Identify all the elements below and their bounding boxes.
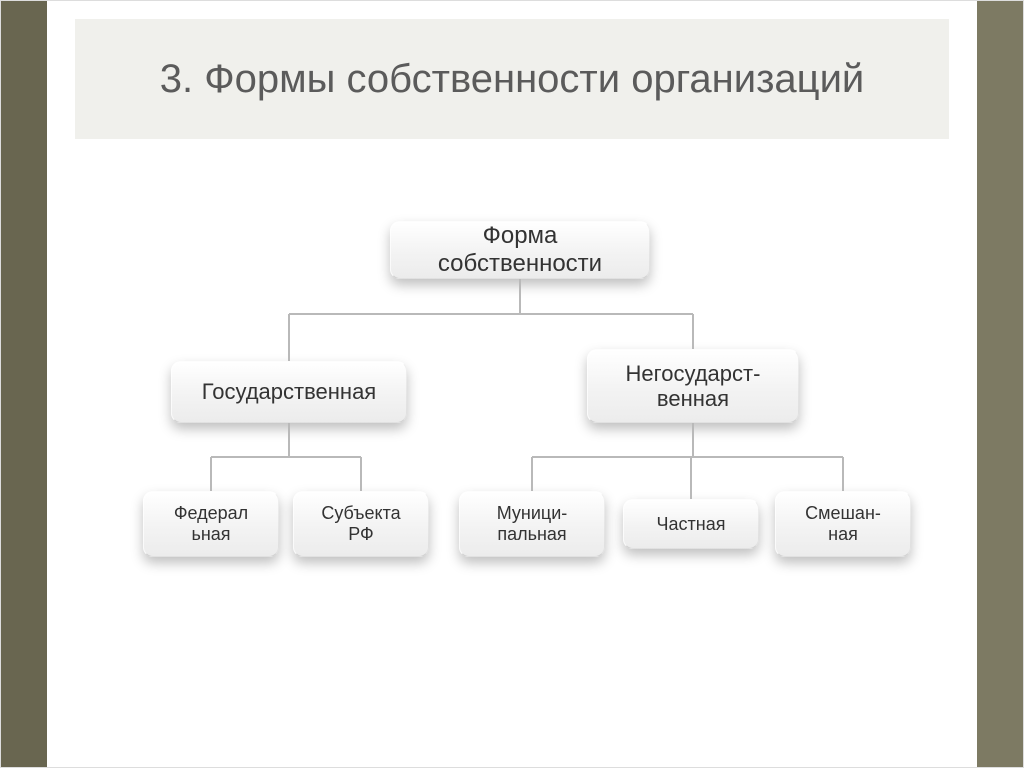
tree-node-ngov: Негосударст-венная: [587, 349, 799, 423]
tree-connector: [288, 314, 290, 361]
tree-node-label: Частная: [657, 514, 726, 535]
tree-node-fed: Федеральная: [143, 491, 279, 557]
tree-connector: [289, 313, 693, 315]
tree-node-gov: Государственная: [171, 361, 407, 423]
tree-node-label: Смешан-ная: [805, 503, 881, 544]
tree-connector: [211, 456, 361, 458]
slide: 3. Формы собственности организаций Форма…: [0, 0, 1024, 768]
tree-node-mix: Смешан-ная: [775, 491, 911, 557]
slide-title-band: 3. Формы собственности организаций: [75, 19, 949, 139]
tree-connector: [532, 456, 843, 458]
tree-node-label: Негосударст-венная: [626, 361, 761, 412]
tree-connector: [210, 457, 212, 491]
ownership-tree-chart: Форма собственности Государственная Негосу…: [75, 191, 949, 707]
tree-node-root: Форма собственности: [390, 221, 650, 279]
tree-connector: [531, 457, 533, 491]
slide-title: 3. Формы собственности организаций: [160, 56, 865, 102]
tree-connector: [288, 423, 290, 457]
decorative-bar-right: [977, 1, 1023, 767]
tree-connector: [842, 457, 844, 491]
tree-node-label: СубъектаРФ: [321, 503, 400, 544]
tree-node-muni: Муници-пальная: [459, 491, 605, 557]
tree-node-priv: Частная: [623, 499, 759, 549]
tree-node-label: Форма собственности: [398, 222, 642, 277]
tree-connector: [360, 457, 362, 491]
tree-connector: [692, 423, 694, 457]
tree-connector: [692, 314, 694, 349]
decorative-bar-left: [1, 1, 47, 767]
tree-connector: [690, 457, 692, 499]
tree-connector: [519, 279, 521, 314]
tree-node-label: Муници-пальная: [497, 503, 568, 544]
tree-node-label: Государственная: [202, 379, 376, 404]
tree-node-subj: СубъектаРФ: [293, 491, 429, 557]
tree-node-label: Федеральная: [174, 503, 248, 544]
